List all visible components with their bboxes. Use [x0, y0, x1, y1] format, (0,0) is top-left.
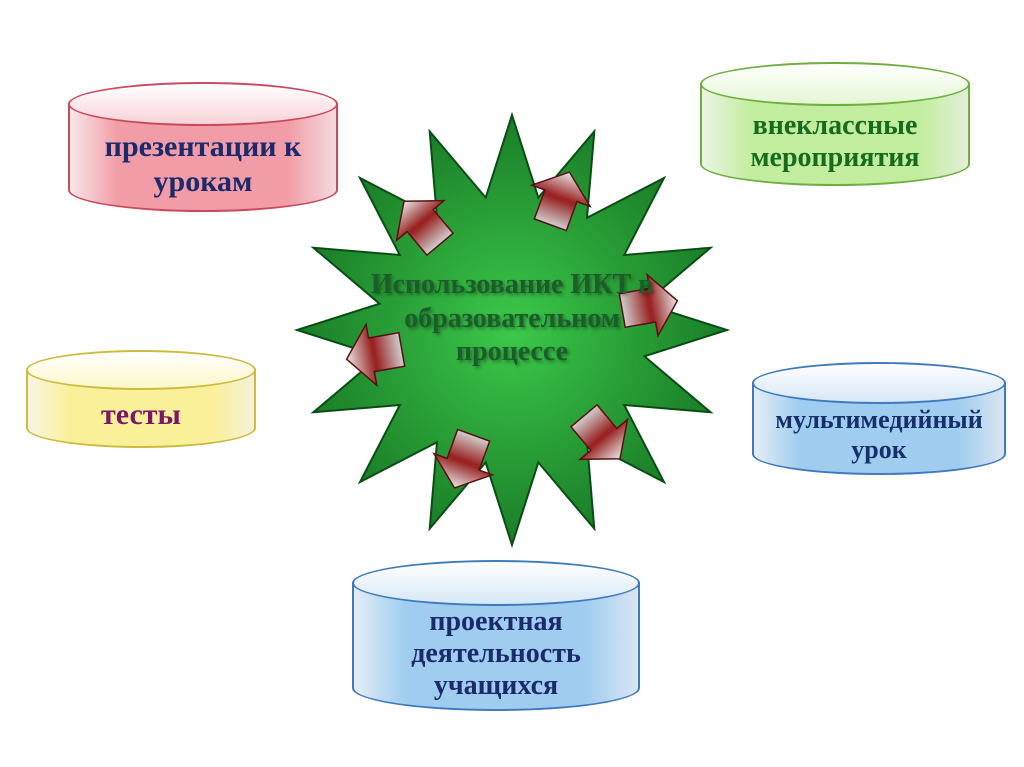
cylinder-top-extracurricular	[700, 62, 970, 106]
cylinder-top-tests	[26, 350, 256, 390]
cylinder-top-projects	[352, 560, 640, 606]
cylinder-multimedia: мультимедийный урок	[752, 362, 1006, 496]
inward-arrow-0	[521, 161, 598, 235]
cylinder-presentations: презентации к урокам	[68, 82, 338, 234]
inward-arrow-3	[425, 425, 502, 499]
cylinder-projects: проектная деятельность учащихся	[352, 560, 640, 734]
cylinder-top-presentations	[68, 82, 338, 126]
cylinder-label-tests: тесты	[89, 398, 193, 433]
diagram-canvas: Использование ИКТ в образовательном проц…	[0, 0, 1024, 767]
cylinder-label-presentations: презентации к урокам	[70, 130, 336, 199]
cylinder-label-projects: проектная деятельность учащихся	[354, 606, 638, 703]
cylinder-label-extracurricular: внеклассные мероприятия	[702, 110, 968, 174]
inward-arrow-2	[560, 396, 643, 479]
cylinder-extracurricular: внеклассные мероприятия	[700, 62, 970, 208]
cylinder-top-multimedia	[752, 362, 1006, 404]
inward-arrow-5	[380, 181, 463, 264]
cylinder-label-multimedia: мультимедийный урок	[754, 405, 1004, 465]
center-label: Использование ИКТ в образовательном проц…	[352, 268, 672, 369]
cylinder-tests: тесты	[26, 350, 256, 468]
